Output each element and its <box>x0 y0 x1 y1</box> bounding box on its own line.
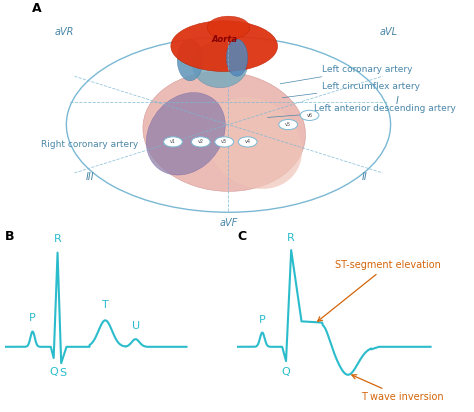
Ellipse shape <box>227 39 247 76</box>
Text: Q: Q <box>49 367 58 377</box>
Text: U: U <box>131 321 140 331</box>
Text: R: R <box>54 234 62 244</box>
Ellipse shape <box>207 16 250 39</box>
Text: v6: v6 <box>307 113 312 118</box>
Text: P: P <box>259 316 265 325</box>
Text: A: A <box>32 2 42 15</box>
Text: v3: v3 <box>221 139 227 144</box>
Text: ST-segment elevation: ST-segment elevation <box>318 260 441 321</box>
Circle shape <box>164 137 182 147</box>
Text: v1: v1 <box>170 139 176 144</box>
Ellipse shape <box>192 42 248 88</box>
Text: Left anterior descending artery: Left anterior descending artery <box>267 104 456 117</box>
Text: Left circumflex artery: Left circumflex artery <box>283 82 420 98</box>
Text: aVL: aVL <box>380 27 397 37</box>
Ellipse shape <box>206 97 302 189</box>
Text: I: I <box>395 96 399 106</box>
Text: v5: v5 <box>285 122 291 127</box>
Text: P: P <box>29 314 36 323</box>
Text: aVF: aVF <box>219 218 237 228</box>
Text: v4: v4 <box>245 139 251 144</box>
Text: aVR: aVR <box>55 27 74 37</box>
Text: Left coronary artery: Left coronary artery <box>280 65 413 84</box>
Text: T: T <box>102 300 109 310</box>
Text: v2: v2 <box>198 139 204 144</box>
Text: Q: Q <box>282 367 291 377</box>
Text: Aorta: Aorta <box>211 35 237 44</box>
Text: T wave inversion: T wave inversion <box>352 375 444 402</box>
Text: II: II <box>362 172 368 182</box>
Text: Right coronary artery: Right coronary artery <box>41 140 138 148</box>
Circle shape <box>191 137 210 147</box>
Ellipse shape <box>143 72 306 192</box>
Ellipse shape <box>177 39 203 81</box>
Text: C: C <box>237 230 246 243</box>
Text: III: III <box>85 172 94 182</box>
Ellipse shape <box>171 21 278 72</box>
Text: R: R <box>287 233 295 243</box>
Text: S: S <box>59 368 66 378</box>
Text: B: B <box>5 230 15 243</box>
Circle shape <box>279 119 298 130</box>
Circle shape <box>215 137 234 147</box>
Ellipse shape <box>146 93 225 175</box>
Circle shape <box>238 137 257 147</box>
Circle shape <box>300 110 319 120</box>
